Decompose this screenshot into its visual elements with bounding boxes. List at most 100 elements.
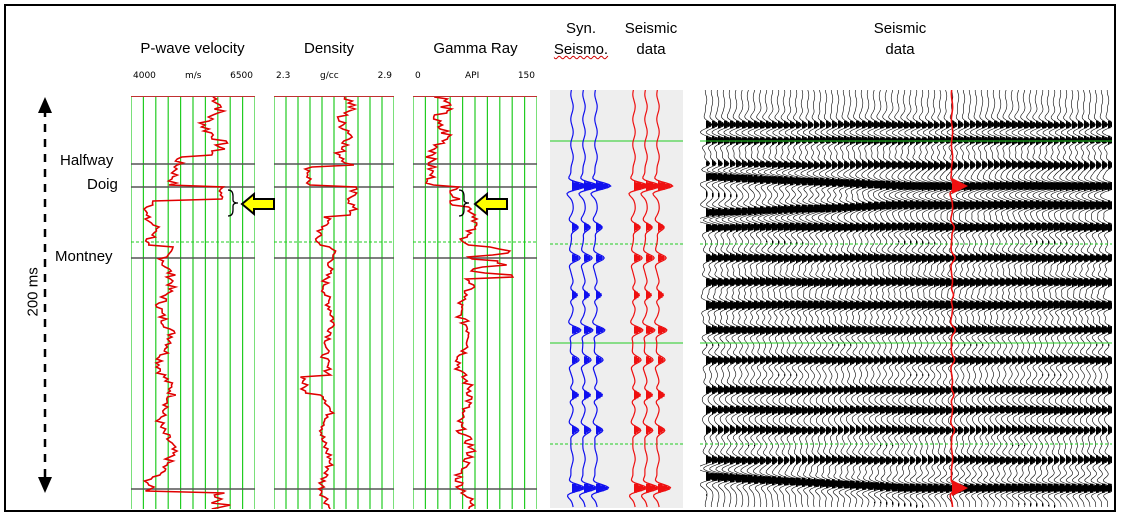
section-trace-fill bbox=[1090, 120, 1102, 493]
pwave-scale-min: 4000 bbox=[133, 71, 156, 81]
section-trace bbox=[979, 90, 1000, 508]
section-trace bbox=[775, 90, 797, 508]
section-trace bbox=[1069, 90, 1091, 508]
section-trace bbox=[931, 90, 953, 508]
section-trace bbox=[700, 90, 720, 508]
bracket-icon bbox=[458, 189, 470, 217]
well-tie-marker bbox=[952, 480, 968, 496]
section-trace bbox=[955, 90, 977, 508]
synthetic-trace bbox=[578, 90, 600, 508]
section-trace-fill bbox=[832, 120, 844, 489]
gamma-scale-unit: API bbox=[465, 71, 480, 81]
section-trace bbox=[1056, 90, 1080, 508]
section-trace bbox=[991, 90, 1013, 508]
section-trace bbox=[715, 90, 737, 508]
section-trace bbox=[855, 90, 874, 508]
section-trace bbox=[811, 90, 833, 508]
section-trace bbox=[703, 90, 726, 508]
synthetic-trace bbox=[566, 90, 588, 508]
section-trace bbox=[1032, 90, 1056, 508]
section-trace bbox=[769, 90, 791, 508]
section-trace-fill bbox=[760, 120, 772, 484]
section-trace-fill bbox=[910, 120, 923, 507]
gamma-scale-max: 150 bbox=[517, 71, 535, 81]
density-scale-unit: g/cc bbox=[320, 71, 339, 81]
section-trace bbox=[1063, 90, 1086, 508]
section-trace bbox=[883, 90, 905, 508]
section-trace bbox=[1050, 90, 1074, 508]
seismic-section-panel bbox=[700, 90, 1112, 508]
section-trace bbox=[805, 90, 827, 508]
section-trace-fill bbox=[940, 120, 953, 493]
seismic-trace bbox=[628, 90, 650, 508]
synthetic-title-line1: Syn. bbox=[565, 20, 596, 37]
gamma-scale: 0 API 150 bbox=[413, 70, 537, 97]
section-trace-fill bbox=[748, 120, 761, 484]
section-trace bbox=[751, 90, 773, 508]
section-trace bbox=[912, 90, 936, 507]
seismic-section-title-line1: Seismic bbox=[873, 20, 927, 37]
section-trace bbox=[949, 90, 971, 508]
seismic-trace bbox=[640, 90, 662, 508]
section-trace bbox=[799, 90, 821, 508]
section-trace bbox=[878, 90, 899, 508]
section-trace bbox=[1014, 90, 1038, 508]
section-trace bbox=[763, 90, 785, 508]
section-trace bbox=[739, 90, 761, 508]
section-trace bbox=[727, 90, 750, 508]
synthetic-trace bbox=[590, 90, 612, 508]
section-trace-fill bbox=[856, 120, 868, 490]
arrow-left-icon bbox=[240, 192, 275, 216]
section-trace-fill bbox=[1030, 120, 1043, 507]
section-trace bbox=[906, 90, 930, 508]
section-trace-fill bbox=[1018, 120, 1031, 505]
section-trace-fill bbox=[814, 120, 826, 487]
synthetic-seismogram-panel bbox=[550, 90, 683, 508]
seismic-trace-title-line1: Seismic bbox=[624, 20, 678, 37]
section-trace-fill bbox=[1012, 120, 1025, 493]
section-trace bbox=[1093, 90, 1112, 508]
section-trace-fill bbox=[1042, 120, 1055, 507]
panel-background bbox=[550, 90, 683, 508]
horizon-label-montney: Montney bbox=[55, 248, 113, 265]
density-title: Density bbox=[303, 40, 355, 57]
section-trace bbox=[937, 90, 959, 508]
pwave-scale-max: 6500 bbox=[230, 71, 253, 81]
gamma-scale-min: 0 bbox=[415, 71, 421, 81]
section-trace-fill bbox=[904, 120, 917, 507]
seismic-trace bbox=[652, 90, 674, 508]
section-trace bbox=[1081, 90, 1103, 508]
section-trace bbox=[709, 90, 732, 508]
double-arrow-icon bbox=[38, 97, 52, 493]
section-trace bbox=[918, 90, 942, 508]
well-tie-trace bbox=[949, 90, 959, 508]
pwave-log-curve bbox=[142, 97, 231, 509]
section-trace-fill bbox=[1006, 120, 1018, 493]
section-trace-fill bbox=[724, 120, 737, 483]
section-trace bbox=[968, 90, 988, 508]
section-trace bbox=[1020, 90, 1044, 508]
time-scale-label: 200 ms bbox=[24, 267, 42, 317]
seismic-section-title-line2: data bbox=[885, 41, 915, 58]
section-trace-fill bbox=[730, 120, 743, 483]
section-trace-fill bbox=[820, 120, 832, 489]
section-trace bbox=[974, 90, 994, 508]
section-trace bbox=[861, 90, 881, 508]
section-trace bbox=[1100, 90, 1112, 508]
seismic-trace-title: Seismic data bbox=[616, 18, 686, 60]
seismic-trace-title-line2: data bbox=[636, 41, 666, 58]
synthetic-title: Syn. Seismo. bbox=[546, 18, 616, 60]
section-trace bbox=[1026, 90, 1050, 508]
section-trace bbox=[894, 90, 918, 508]
section-trace bbox=[849, 90, 868, 508]
section-trace bbox=[824, 90, 844, 508]
well-tie-marker bbox=[952, 178, 968, 194]
bracket-icon bbox=[227, 189, 239, 217]
section-background bbox=[700, 90, 1112, 508]
section-trace bbox=[721, 90, 743, 508]
section-trace-fill bbox=[892, 120, 905, 505]
density-scale-min: 2.3 bbox=[276, 71, 291, 81]
section-trace bbox=[757, 90, 779, 508]
seismic-section-title: Seismic data bbox=[850, 18, 950, 60]
section-trace bbox=[943, 90, 965, 508]
